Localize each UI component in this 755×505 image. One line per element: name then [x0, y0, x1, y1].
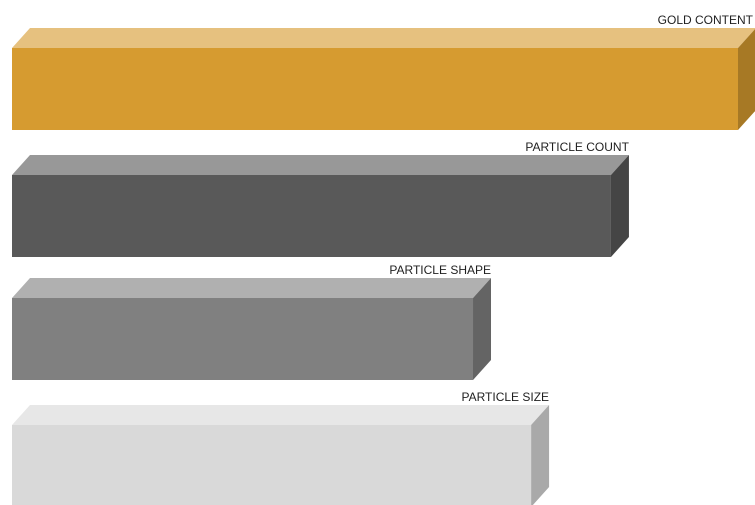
bar-front-face	[12, 175, 611, 257]
bar-top-face	[12, 155, 629, 175]
bar-top-face	[12, 28, 755, 48]
bar-side-face	[610, 155, 629, 257]
bar-particle-shape	[12, 278, 492, 380]
bar-side-face	[473, 278, 492, 380]
bar-particle-size	[12, 405, 550, 505]
bar-particle-count	[12, 155, 629, 257]
bar-front-face	[12, 48, 738, 130]
bar-front-face	[12, 425, 532, 505]
bar-gold-content	[12, 28, 755, 130]
labels-layer: GOLD CONTENT PARTICLE COUNT PARTICLE SHAPE…	[389, 13, 753, 404]
category-label: GOLD CONTENT	[658, 13, 754, 27]
category-label: PARTICLE SHAPE	[389, 263, 491, 277]
bar-top-face	[12, 405, 550, 425]
bar-side-face	[531, 405, 550, 505]
bar-top-face	[12, 278, 492, 298]
category-label: PARTICLE COUNT	[525, 140, 629, 154]
category-label: PARTICLE SIZE	[461, 390, 549, 404]
bars-layer	[12, 28, 755, 505]
bar-front-face	[12, 298, 474, 380]
bar-side-face	[738, 29, 755, 130]
